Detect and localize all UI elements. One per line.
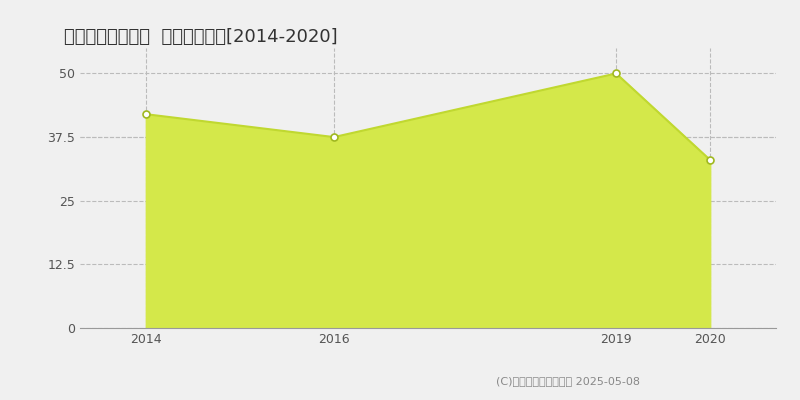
- Text: 和歌山市広瀬通丁  土地価格推移[2014-2020]: 和歌山市広瀬通丁 土地価格推移[2014-2020]: [64, 28, 338, 46]
- Point: [327, 134, 340, 140]
- Text: (C)土地価格ドットコム 2025-05-08: (C)土地価格ドットコム 2025-05-08: [496, 376, 640, 386]
- Point: [704, 157, 717, 163]
- Point: [139, 111, 152, 117]
- Point: [610, 70, 622, 77]
